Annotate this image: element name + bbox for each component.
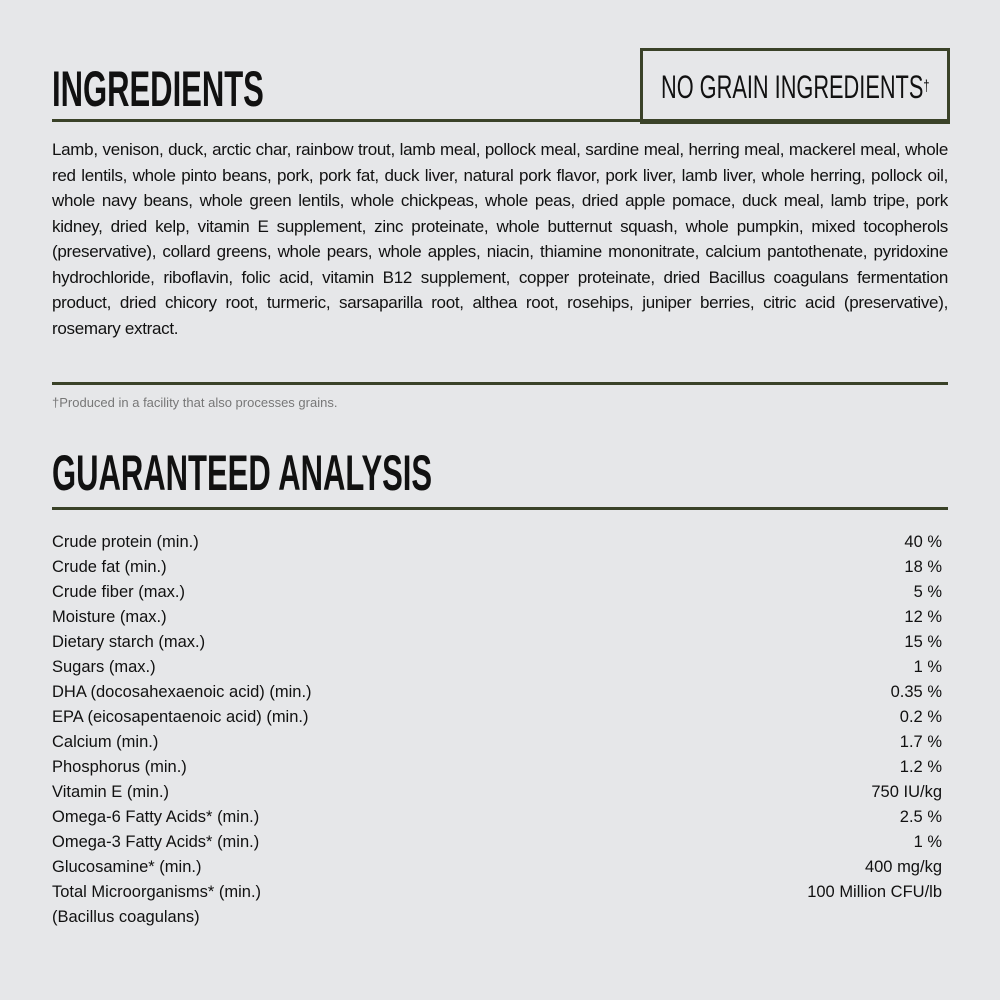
analysis-row: Total Microorganisms* (min.) 100 Million … <box>52 880 942 905</box>
nutrient-label: Crude fiber (max.) <box>52 583 185 601</box>
analysis-row: Crude fiber (max.) 5 % <box>52 580 942 605</box>
nutrient-label: Phosphorus (min.) <box>52 758 187 776</box>
nutrient-label: Omega-3 Fatty Acids* (min.) <box>52 833 260 851</box>
nutrient-label: Omega-6 Fatty Acids* (min.) <box>52 808 260 826</box>
analysis-row: Omega-3 Fatty Acids* (min.) 1 % <box>52 830 942 855</box>
analysis-row: Moisture (max.) 12 % <box>52 605 942 630</box>
no-grain-badge: NO GRAIN INGREDIENTS† <box>640 48 950 124</box>
analysis-row: Sugars (max.) 1 % <box>52 655 942 680</box>
analysis-title: GUARANTEED ANALYSIS <box>52 445 433 501</box>
badge-dagger: † <box>923 78 930 95</box>
nutrient-value: 750 IU/kg <box>871 783 942 801</box>
divider <box>52 507 948 510</box>
analysis-row: EPA (eicosapentaenoic acid) (min.) 0.2 % <box>52 705 942 730</box>
nutrient-label: Moisture (max.) <box>52 608 167 626</box>
ingredients-title: INGREDIENTS <box>52 61 264 117</box>
nutrient-value: 400 mg/kg <box>864 858 942 876</box>
analysis-row: Vitamin E (min.) 750 IU/kg <box>52 780 942 805</box>
nutrient-label: EPA (eicosapentaenoic acid) (min.) <box>52 708 309 726</box>
analysis-row: Crude fat (min.) 18 % <box>52 555 942 580</box>
nutrient-value: 0.2 % <box>899 708 942 726</box>
nutrient-value: 1.2 % <box>899 758 942 776</box>
nutrient-value: 0.35 % <box>890 683 942 701</box>
nutrient-value: 5 % <box>913 583 942 601</box>
nutrient-value: 18 % <box>904 558 942 576</box>
nutrient-label: Glucosamine* (min.) <box>52 858 202 876</box>
analysis-row: Dietary starch (max.) 15 % <box>52 630 942 655</box>
ingredients-list: Lamb, venison, duck, arctic char, rainbo… <box>52 140 948 338</box>
nutrient-label: Total Microorganisms* (min.) <box>52 883 262 901</box>
analysis-row: Crude protein (min.) 40 % <box>52 530 942 555</box>
nutrient-value: 1 % <box>913 833 942 851</box>
nutrient-label: Vitamin E (min.) <box>52 783 170 801</box>
analysis-table: Crude protein (min.) 40 % Crude fat (min.)… <box>52 530 942 930</box>
nutrient-value: 100 Million CFU/lb <box>807 883 942 901</box>
analysis-row: (Bacillus coagulans) <box>52 905 942 930</box>
nutrient-label: Dietary starch (max.) <box>52 633 206 651</box>
nutrient-label: Sugars (max.) <box>52 658 156 676</box>
nutrient-label: (Bacillus coagulans) <box>52 908 200 926</box>
analysis-row: Glucosamine* (min.) 400 mg/kg <box>52 855 942 880</box>
nutrient-value: 1.7 % <box>899 733 942 751</box>
analysis-row: Phosphorus (min.) 1.2 % <box>52 755 942 780</box>
analysis-row: Omega-6 Fatty Acids* (min.) 2.5 % <box>52 805 942 830</box>
divider <box>52 382 948 385</box>
nutrient-label: Calcium (min.) <box>52 733 159 751</box>
nutrient-value: 12 % <box>904 608 942 626</box>
nutrient-label: DHA (docosahexaenoic acid) (min.) <box>52 683 312 701</box>
analysis-row: Calcium (min.) 1.7 % <box>52 730 942 755</box>
nutrient-value: 15 % <box>904 633 942 651</box>
footnote: †Produced in a facility that also proces… <box>52 395 338 410</box>
nutrient-value: 40 % <box>904 533 942 551</box>
analysis-row: DHA (docosahexaenoic acid) (min.) 0.35 % <box>52 680 942 705</box>
nutrient-value: 2.5 % <box>899 808 942 826</box>
nutrient-label: Crude fat (min.) <box>52 558 167 576</box>
divider <box>52 119 948 122</box>
badge-label: NO GRAIN INGREDIENTS <box>661 69 924 105</box>
nutrient-value: 1 % <box>913 658 942 676</box>
nutrient-label: Crude protein (min.) <box>52 533 199 551</box>
